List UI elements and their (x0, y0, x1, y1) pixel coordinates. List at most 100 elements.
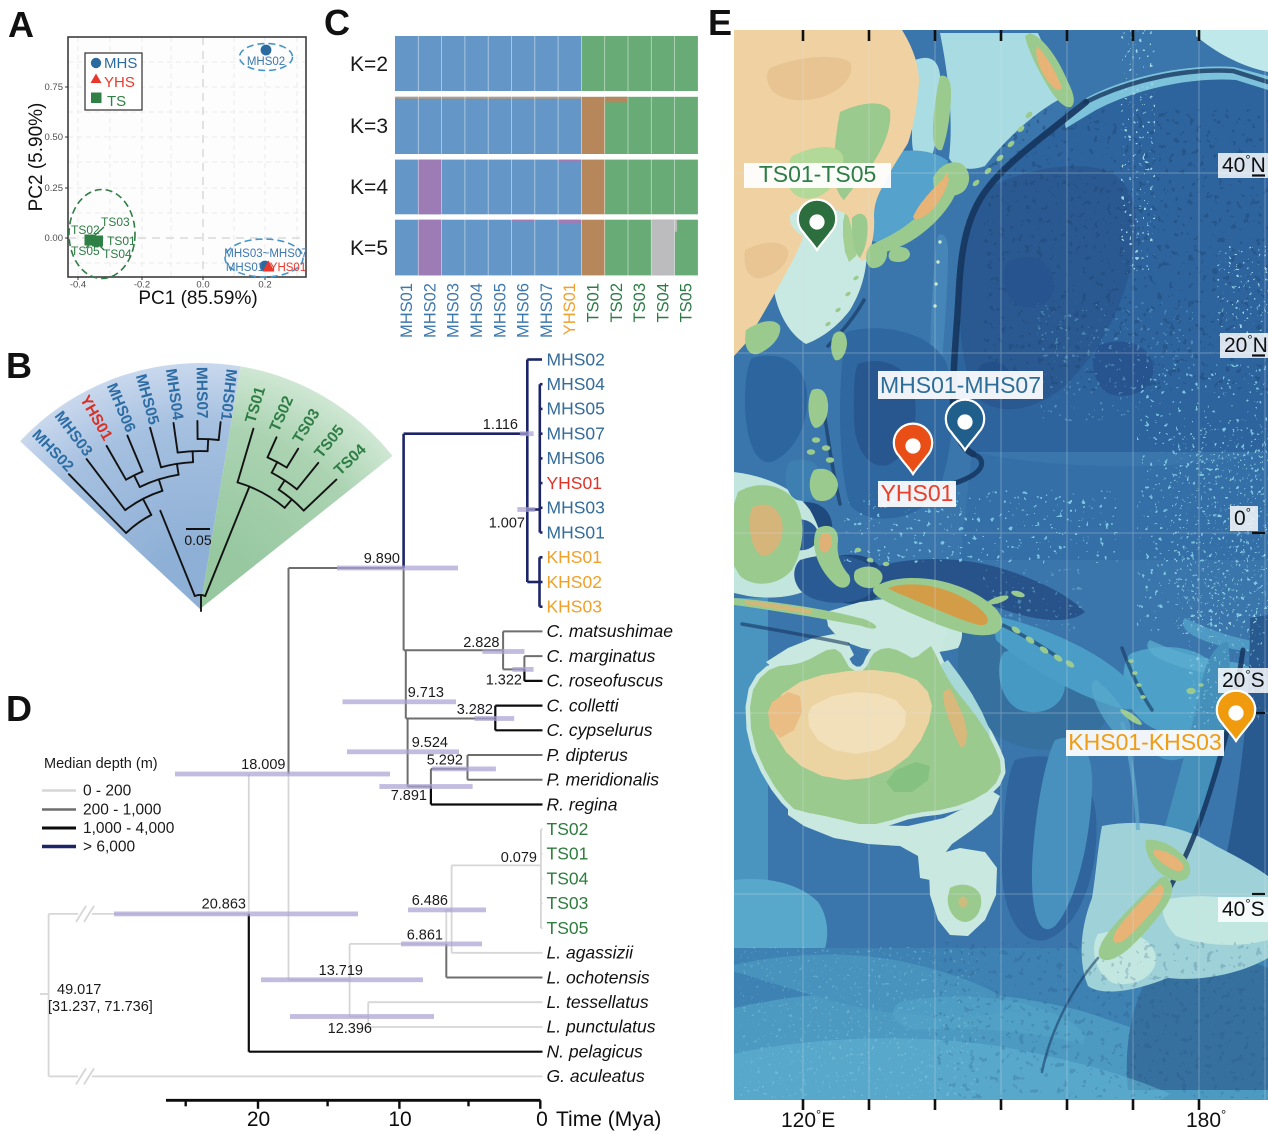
svg-text:6.861: 6.861 (407, 928, 443, 944)
svg-text:10: 10 (388, 1108, 411, 1131)
svg-text:0 - 200: 0 - 200 (83, 783, 132, 800)
svg-text:0: 0 (536, 1108, 548, 1131)
svg-text:K=4: K=4 (350, 176, 388, 199)
svg-text:TS04: TS04 (654, 283, 672, 322)
svg-text:MHS03: MHS03 (445, 283, 463, 338)
svg-text:9.524: 9.524 (412, 735, 448, 751)
svg-text:20.863: 20.863 (202, 897, 246, 913)
svg-text:Time (Mya): Time (Mya) (556, 1108, 661, 1131)
svg-text:6.486: 6.486 (412, 893, 448, 909)
svg-text:-0.2: -0.2 (134, 280, 150, 291)
svg-text:0.0: 0.0 (196, 280, 209, 291)
svg-text:40°S: 40°S (1222, 896, 1265, 921)
svg-text:MHS02: MHS02 (421, 283, 439, 338)
svg-text:20: 20 (247, 1108, 270, 1131)
svg-text:1,000 - 4,000: 1,000 - 4,000 (83, 820, 175, 837)
svg-text:MHS07: MHS07 (538, 283, 556, 338)
svg-text:TS: TS (107, 93, 126, 110)
svg-text:MHS02: MHS02 (247, 56, 285, 68)
svg-text:YHS: YHS (104, 74, 135, 91)
svg-text:N. pelagicus: N. pelagicus (547, 1042, 644, 1062)
svg-text:0.25: 0.25 (45, 183, 64, 194)
svg-text:L. ochotensis: L. ochotensis (547, 967, 650, 987)
svg-text:MHS07: MHS07 (547, 424, 605, 444)
svg-text:L. punctulatus: L. punctulatus (547, 1017, 656, 1037)
svg-text:MHS01: MHS01 (398, 283, 416, 338)
svg-text:9.713: 9.713 (408, 685, 444, 701)
svg-text:E: E (708, 2, 732, 43)
svg-text:C: C (324, 2, 350, 43)
svg-text:K=2: K=2 (350, 53, 388, 76)
svg-text:MHS04: MHS04 (547, 374, 606, 394)
svg-text:12.396: 12.396 (328, 1021, 372, 1037)
svg-text:R. regina: R. regina (547, 794, 618, 814)
svg-text:Median depth (m): Median depth (m) (44, 756, 158, 772)
svg-text:MHS01-MHS07: MHS01-MHS07 (880, 372, 1041, 398)
svg-text:KHS03: KHS03 (547, 597, 602, 617)
svg-text:TS05: TS05 (547, 918, 589, 938)
svg-text:TS05: TS05 (71, 244, 100, 258)
svg-text:TS04: TS04 (103, 247, 132, 261)
svg-text:YHS01: YHS01 (881, 480, 954, 506)
svg-text:TS04: TS04 (547, 868, 589, 888)
svg-text:MHS05: MHS05 (547, 399, 605, 419)
svg-text:3.282: 3.282 (457, 702, 493, 718)
svg-text:200 - 1,000: 200 - 1,000 (83, 802, 162, 819)
svg-text:A: A (8, 4, 34, 45)
svg-text:MHS06: MHS06 (547, 448, 605, 468)
svg-text:0.00: 0.00 (45, 233, 64, 244)
svg-text:B: B (6, 345, 32, 386)
svg-text:MHS01: MHS01 (217, 368, 240, 422)
svg-text:120°E: 120°E (781, 1107, 835, 1132)
svg-text:MHS: MHS (104, 55, 137, 72)
svg-text:0.079: 0.079 (501, 850, 537, 866)
svg-text:C. colletti: C. colletti (547, 695, 620, 715)
svg-text:1.322: 1.322 (486, 673, 522, 689)
svg-text:TS01: TS01 (585, 283, 603, 322)
svg-text:MHS05: MHS05 (491, 283, 509, 338)
svg-text:D: D (6, 688, 32, 729)
svg-text:40°N: 40°N (1222, 152, 1266, 177)
svg-text:20°N: 20°N (1224, 332, 1268, 357)
svg-text:> 6,000: > 6,000 (83, 839, 136, 856)
svg-text:TS02: TS02 (608, 283, 626, 322)
svg-text:TS05: TS05 (678, 283, 696, 322)
svg-text:TS02: TS02 (547, 819, 589, 839)
svg-text:TS01: TS01 (107, 234, 136, 248)
svg-text:[31.237, 71.736]: [31.237, 71.736] (48, 999, 153, 1015)
svg-text:K=5: K=5 (350, 237, 388, 260)
svg-text:PC2 (5.90%): PC2 (5.90%) (26, 103, 47, 212)
svg-text:MHS06: MHS06 (515, 283, 533, 338)
svg-text:1.116: 1.116 (483, 417, 518, 433)
svg-text:PC1 (85.59%): PC1 (85.59%) (138, 288, 257, 309)
svg-text:TS01-TS05: TS01-TS05 (759, 161, 877, 187)
svg-text:C. roseofuscus: C. roseofuscus (547, 671, 664, 691)
svg-text:MHS01: MHS01 (547, 522, 605, 542)
svg-text:0.75: 0.75 (45, 82, 64, 93)
svg-text:KHS01: KHS01 (547, 547, 602, 567)
svg-text:G. aculeatus: G. aculeatus (547, 1066, 645, 1086)
svg-text:2.828: 2.828 (463, 635, 499, 651)
svg-text:P. meridionalis: P. meridionalis (547, 770, 660, 790)
svg-text:YHS01: YHS01 (561, 283, 579, 335)
svg-text:L. tessellatus: L. tessellatus (547, 992, 649, 1012)
svg-text:MHS02: MHS02 (547, 349, 605, 369)
svg-text:20°S: 20°S (1222, 667, 1265, 692)
svg-text:YHS01: YHS01 (270, 262, 306, 274)
svg-text:9.890: 9.890 (364, 551, 400, 567)
svg-text:180°: 180° (1186, 1107, 1226, 1132)
svg-text:MHS07: MHS07 (193, 367, 211, 419)
svg-text:1.007: 1.007 (489, 516, 525, 532)
svg-text:TS03: TS03 (547, 893, 589, 913)
svg-text:0.50: 0.50 (45, 132, 64, 143)
svg-text:MHS01: MHS01 (226, 262, 264, 274)
svg-text:K=3: K=3 (350, 115, 388, 138)
svg-text:TS01: TS01 (547, 844, 589, 864)
svg-text:49.017: 49.017 (57, 982, 101, 998)
svg-text:0.2: 0.2 (258, 280, 271, 291)
svg-text:TS03: TS03 (101, 215, 130, 229)
svg-text:13.719: 13.719 (319, 963, 363, 979)
svg-text:P. dipterus: P. dipterus (547, 745, 629, 765)
svg-text:C. cypselurus: C. cypselurus (547, 720, 653, 740)
svg-text:7.891: 7.891 (391, 788, 427, 804)
